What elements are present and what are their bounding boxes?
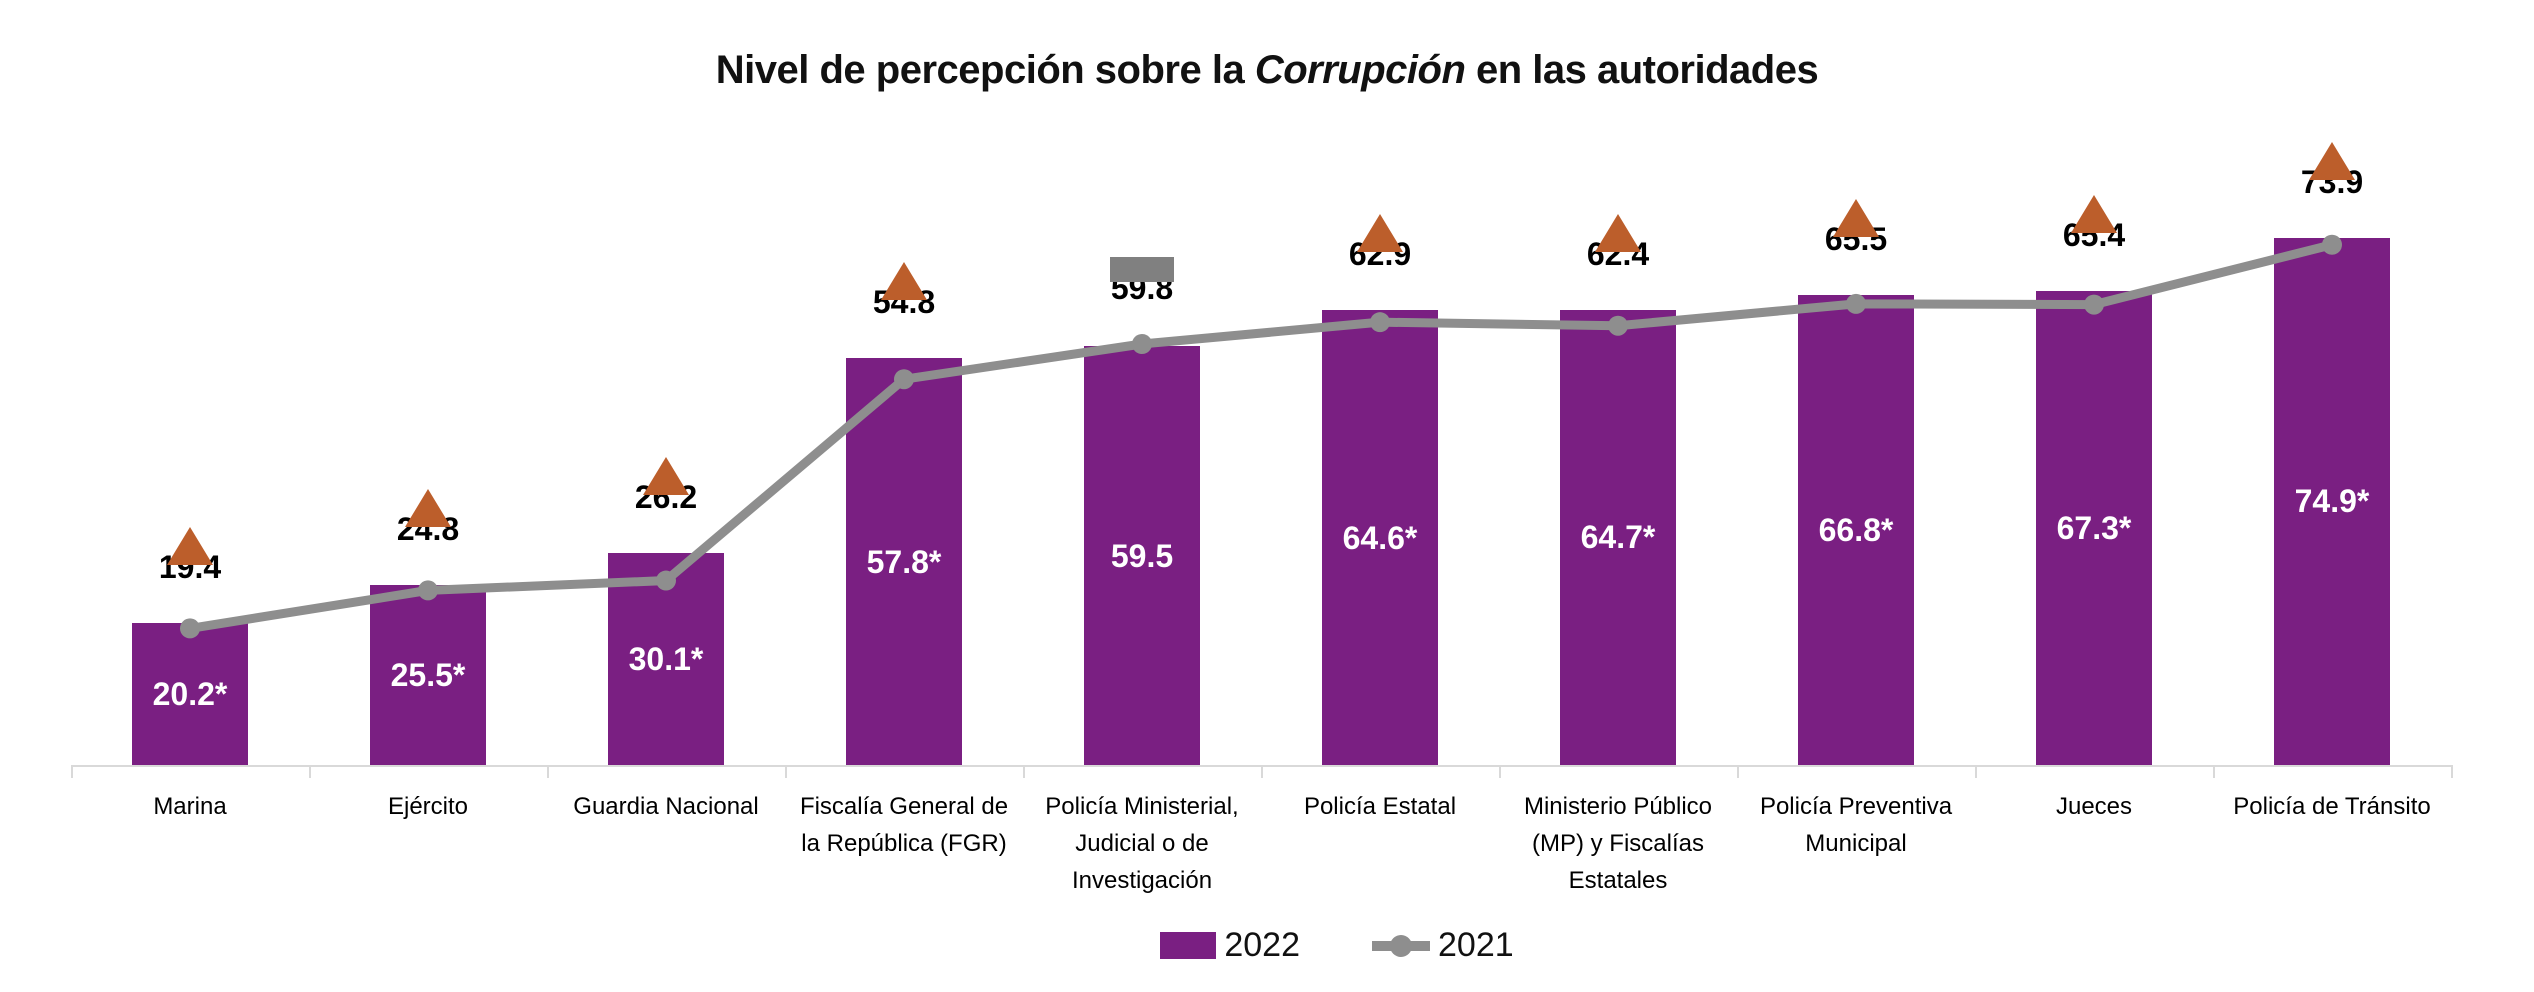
x-axis-category-label: Policía Estatal — [1303, 793, 1457, 820]
legend-line-dot-icon — [1390, 934, 1412, 957]
x-axis-category-label: Policía de Tránsito — [2233, 793, 2431, 820]
legend-label-2021: 2021 — [1438, 926, 1514, 964]
x-axis-category-label: Jueces — [2055, 793, 2133, 820]
x-axis-tick — [1975, 765, 1977, 778]
increase-triangle-icon — [167, 526, 213, 565]
chart-title-suffix: en las autoridades — [1465, 48, 1819, 92]
bar-value-label: 20.2* — [152, 675, 228, 712]
bar-2022 — [132, 622, 248, 765]
chart-title: Nivel de percepción sobre la Corrupción … — [0, 48, 2534, 93]
x-axis-tick — [1499, 765, 1501, 778]
x-axis-category-label: Ministerio Público (MP) y Fiscalías Esta… — [1523, 793, 1713, 894]
chart-title-prefix: Nivel de percepción sobre la — [715, 48, 1255, 92]
increase-triangle-icon — [405, 489, 451, 528]
x-axis-category-label: Policía Ministerial, Judicial o de Inves… — [1045, 793, 1239, 894]
legend-line-swatch-icon — [1372, 934, 1430, 957]
legend: 2022 2021 — [70, 926, 2534, 965]
bar-value-label: 64.7* — [1580, 519, 1656, 556]
x-axis-tick — [785, 765, 787, 778]
x-axis-tick — [547, 765, 549, 778]
increase-triangle-icon — [1357, 214, 1403, 253]
x-axis-tick — [309, 765, 311, 778]
legend-label-2022: 2022 — [1224, 926, 1300, 964]
increase-triangle-icon — [2071, 195, 2117, 234]
bar-value-label: 59.5 — [1110, 537, 1174, 574]
bar-value-label: 67.3* — [2056, 510, 2132, 547]
increase-triangle-icon — [2309, 141, 2355, 180]
x-axis-tick — [1737, 765, 1739, 778]
x-axis-category-label: Fiscalía General de la República (FGR) — [799, 793, 1009, 857]
x-axis-tick — [71, 765, 73, 778]
legend-item-2022: 2022 — [1160, 926, 1300, 965]
bar-value-label: 30.1* — [628, 641, 704, 678]
x-axis-tick — [1023, 765, 1025, 778]
bar-value-label: 57.8* — [866, 543, 942, 580]
bar-value-label: 64.6* — [1342, 519, 1418, 556]
increase-triangle-icon — [1595, 213, 1641, 252]
bar-value-label: 66.8* — [1818, 511, 1894, 548]
no-change-dash-icon — [1110, 257, 1174, 282]
legend-bar-swatch-icon — [1160, 932, 1217, 959]
legend-item-2021: 2021 — [1372, 926, 1514, 965]
chart-title-emphasis: Corrupción — [1254, 48, 1466, 92]
x-axis-tick — [2451, 765, 2453, 778]
x-axis-category-label: Marina — [153, 793, 227, 820]
x-axis-tick — [2213, 765, 2215, 778]
increase-triangle-icon — [881, 262, 927, 301]
x-axis-category-label: Guardia Nacional — [573, 793, 759, 820]
x-axis-category-label: Ejército — [387, 793, 469, 820]
increase-triangle-icon — [1833, 198, 1879, 237]
x-axis-category-label: Policía Preventiva Municipal — [1759, 793, 1953, 857]
increase-triangle-icon — [643, 457, 689, 496]
bar-value-label: 25.5* — [390, 657, 466, 694]
x-axis-tick — [1261, 765, 1263, 778]
bar-value-label: 74.9* — [2294, 483, 2370, 520]
